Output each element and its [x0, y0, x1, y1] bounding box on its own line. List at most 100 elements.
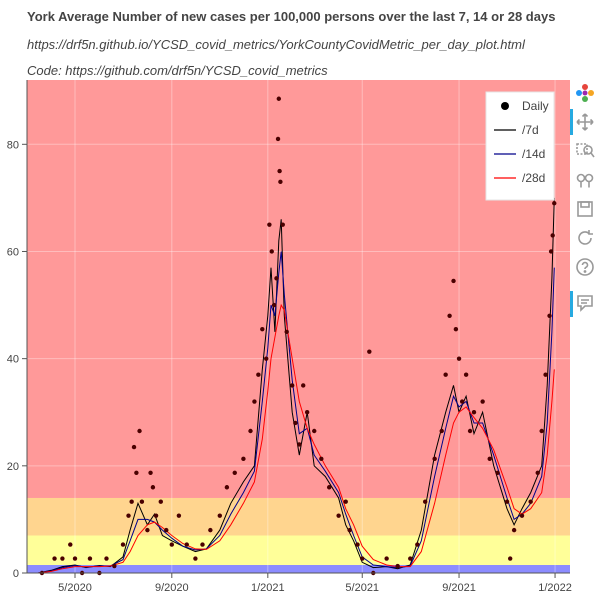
chart-toolbar	[570, 80, 600, 340]
daily-point	[120, 542, 126, 547]
daily-point	[384, 556, 389, 561]
active-tool-indicator	[570, 291, 573, 317]
daily-point	[511, 527, 517, 533]
daily-point	[158, 499, 163, 504]
daily-point	[456, 356, 462, 361]
daily-point	[415, 542, 420, 547]
daily-point	[495, 470, 500, 475]
daily-point	[547, 313, 552, 318]
daily-point	[301, 383, 306, 388]
daily-point	[360, 556, 365, 561]
daily-point	[347, 527, 352, 533]
daily-point	[260, 326, 265, 332]
y-tick-label: 20	[7, 461, 19, 473]
daily-point	[408, 556, 413, 561]
x-tick-label: 9/2020	[155, 582, 189, 594]
daily-point	[367, 349, 372, 354]
daily-point	[193, 556, 198, 561]
daily-point	[453, 326, 459, 332]
bokeh-logo-icon[interactable]	[574, 82, 596, 104]
daily-point	[447, 313, 452, 318]
box-zoom-tool-icon[interactable]	[574, 140, 596, 162]
daily-point	[312, 428, 317, 434]
daily-point	[52, 556, 57, 561]
daily-point	[275, 136, 281, 142]
daily-point	[548, 249, 554, 254]
daily-point	[480, 399, 485, 404]
daily-point	[290, 383, 295, 388]
threshold-band	[27, 535, 570, 565]
daily-point	[267, 222, 272, 227]
daily-point	[304, 410, 310, 415]
daily-point	[507, 556, 513, 561]
daily-point	[264, 356, 269, 361]
daily-point	[471, 410, 477, 415]
daily-point	[535, 470, 540, 475]
legend-glyph	[501, 102, 509, 110]
daily-point	[217, 513, 223, 518]
daily-point	[274, 276, 279, 281]
wheel-zoom-tool-icon[interactable]	[574, 169, 596, 191]
chart-code-line: Code: https://github.com/drf5n/YCSD_covi…	[27, 63, 328, 78]
daily-point	[176, 513, 182, 518]
reset-tool-icon[interactable]	[574, 227, 596, 249]
daily-point	[439, 428, 444, 434]
daily-point	[423, 499, 428, 504]
y-tick-label: 40	[7, 354, 19, 366]
daily-point	[256, 372, 261, 377]
daily-point	[336, 513, 341, 518]
daily-point	[432, 456, 437, 462]
daily-point	[72, 556, 78, 561]
daily-point	[319, 456, 324, 462]
daily-point	[284, 329, 289, 335]
legend-box	[485, 91, 555, 201]
help-tool-icon[interactable]	[574, 256, 596, 278]
daily-point	[131, 444, 137, 450]
daily-point	[280, 222, 285, 227]
daily-point	[153, 513, 159, 518]
daily-point	[271, 302, 277, 308]
legend: Daily/7d/14d/28d	[485, 91, 555, 201]
daily-point	[443, 372, 448, 377]
hover-tool-icon[interactable]	[574, 292, 596, 314]
daily-point	[293, 420, 298, 426]
daily-point	[543, 372, 548, 377]
daily-point	[519, 513, 525, 518]
x-tick-label: 5/2021	[345, 582, 379, 594]
daily-point	[145, 527, 150, 533]
daily-point	[200, 542, 205, 547]
pan-tool-icon[interactable]	[574, 111, 596, 133]
daily-point	[277, 168, 282, 174]
save-tool-icon[interactable]	[574, 198, 596, 220]
daily-point	[232, 470, 237, 475]
threshold-band	[27, 564, 570, 573]
x-tick-label: 1/2022	[538, 582, 572, 594]
daily-point	[451, 278, 456, 284]
daily-point	[148, 470, 153, 475]
daily-point	[139, 499, 145, 504]
daily-point	[297, 442, 302, 447]
daily-point	[150, 485, 156, 490]
daily-point	[241, 456, 246, 462]
daily-point	[134, 470, 139, 475]
daily-point	[208, 527, 213, 533]
daily-point	[248, 428, 253, 434]
chart-url-line: https://drf5n.github.io/YCSD_covid_metri…	[27, 37, 525, 52]
daily-point	[169, 542, 174, 547]
y-tick-label: 0	[13, 568, 19, 580]
daily-point	[104, 556, 109, 561]
daily-point	[552, 201, 557, 206]
x-tick-label: 5/2020	[58, 582, 92, 594]
daily-point	[539, 428, 544, 434]
legend-label: /28d	[522, 171, 545, 185]
daily-point	[112, 563, 117, 569]
daily-point	[395, 563, 400, 569]
daily-points	[39, 96, 557, 576]
daily-point	[487, 456, 492, 462]
daily-point	[459, 399, 465, 404]
daily-point	[184, 542, 189, 547]
daily-point	[343, 499, 348, 504]
daily-point	[355, 542, 360, 547]
daily-point	[68, 542, 73, 547]
